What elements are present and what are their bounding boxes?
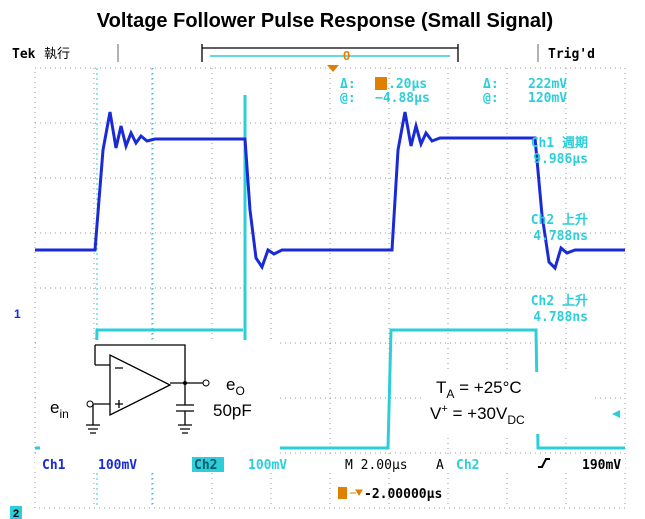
text-part: A (446, 387, 454, 401)
circuit: eO ein 50pF (40, 340, 280, 455)
text-part: e (226, 375, 235, 394)
text-part: e (50, 398, 59, 417)
icon (375, 77, 387, 90)
trigger-position-icon (338, 487, 347, 499)
capacitor-label: 50pF (213, 401, 252, 420)
measurements: Ch1 週期 9.986µs Ch2 上升 4.788ns Ch2 上升 4.7… (531, 136, 588, 325)
measurement-label: Ch2 上升 (531, 293, 588, 309)
title: Voltage Follower Pulse Response (Small S… (97, 10, 553, 32)
ch2-scale: 100mV (248, 458, 287, 473)
text-part: V (430, 404, 442, 423)
ch1-marker: 1 (14, 307, 21, 321)
text-part: = +30V (448, 404, 508, 423)
brand: Tek (12, 47, 36, 62)
measurement-value: 4.788ns (533, 310, 588, 325)
measurement-label: Ch2 上升 (531, 212, 588, 228)
text-part: = +25°C (454, 378, 521, 397)
label: @: (483, 91, 499, 106)
input-terminal (87, 401, 93, 407)
label: Δ: (340, 77, 356, 92)
trigger-marker (327, 65, 339, 72)
trigger-position: -2.00000µs (364, 487, 442, 502)
trigger-source: Ch2 (456, 458, 479, 473)
status: Trig'd (548, 47, 595, 62)
node (183, 381, 187, 385)
measurement-value: 4.788ns (533, 229, 588, 244)
cursor-readout: Δ: .20µs @: −4.88µs Δ: 222mV @: 120mV (340, 77, 567, 106)
screenshot: Voltage Follower Pulse Response (Small S… (0, 0, 645, 519)
value: 222mV (528, 77, 567, 92)
trigger-level: 190mV (582, 458, 621, 473)
ch2-marker: 2 (13, 508, 19, 519)
label: Δ: (483, 77, 499, 92)
value: .20µs (388, 77, 427, 92)
label: @: (340, 91, 356, 106)
trigger-mode: A (436, 458, 444, 473)
timeline-marker: 0 (343, 48, 350, 63)
ch1-label: Ch1 (42, 458, 66, 473)
value: −4.88µs (375, 91, 430, 106)
text-part: DC (507, 413, 525, 427)
mode: 執行 (44, 46, 70, 61)
trigger-level-marker (612, 410, 620, 418)
header: Tek 執行 0 Trig'd (12, 44, 595, 63)
ch1-scale: 100mV (98, 458, 137, 473)
timeline (202, 44, 458, 62)
text-part: O (235, 384, 244, 398)
value: 120mV (528, 91, 567, 106)
page: {"title": "Voltage Follower Pulse Respon… (0, 0, 645, 519)
text-part: in (59, 407, 68, 421)
measurement-label: Ch1 週期 (531, 136, 588, 151)
measurement-value: 9.986µs (533, 152, 588, 167)
output-terminal (203, 380, 209, 386)
timebase: M 2.00µs (345, 458, 408, 473)
trigger-position-arrow (350, 490, 362, 495)
text-part: T (436, 378, 446, 397)
ch2-label: Ch2 (194, 458, 217, 473)
